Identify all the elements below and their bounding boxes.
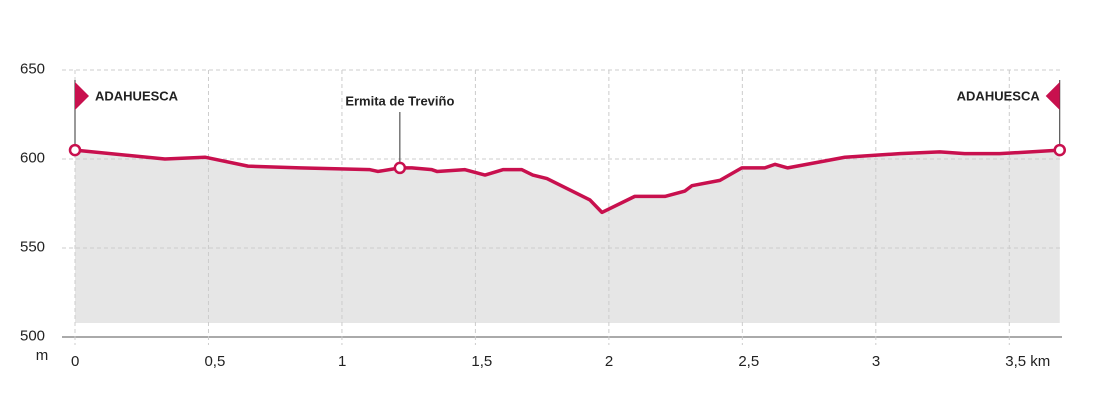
- marker-point: [393, 161, 407, 175]
- x-tick-label: 3,5 km: [1005, 353, 1050, 370]
- y-tick-label: 600: [20, 149, 45, 166]
- marker-label: ADAHUESCA: [957, 88, 1041, 103]
- x-tick-label: 1: [338, 353, 346, 370]
- x-tick-label: 0: [71, 353, 79, 370]
- marker-label: Ermita de Treviño: [345, 93, 454, 108]
- marker-label: ADAHUESCA: [95, 88, 179, 103]
- marker-flag: [1045, 82, 1060, 110]
- x-tick-label: 0,5: [204, 353, 225, 370]
- x-tick-label: 1,5: [471, 353, 492, 370]
- y-tick-label: 650: [20, 60, 45, 77]
- y-unit: m: [36, 347, 49, 364]
- area-fill: [75, 150, 1060, 323]
- x-tick-label: 3: [872, 353, 880, 370]
- y-tick-label: 550: [20, 238, 45, 255]
- marker-point: [1053, 143, 1066, 157]
- x-tick-label: 2: [605, 353, 613, 370]
- y-tick-label: 500: [20, 327, 45, 344]
- x-tick-label: 2,5: [738, 353, 759, 370]
- marker-flag: [75, 82, 89, 110]
- marker-point: [68, 143, 82, 157]
- elevation-line: [74, 148, 1060, 215]
